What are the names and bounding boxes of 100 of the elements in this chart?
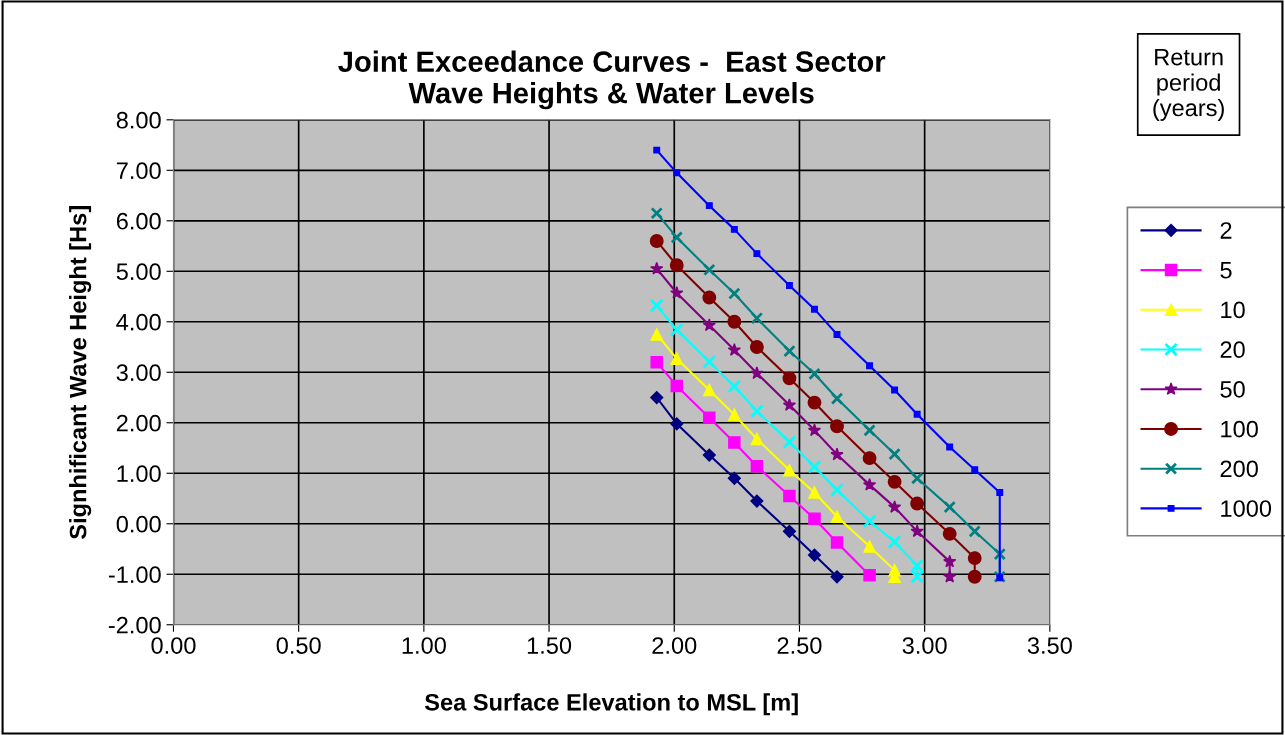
point — [782, 398, 797, 411]
point — [703, 411, 716, 424]
legend-title: Return period (years) — [1153, 48, 1224, 121]
y-tick-label: -2.00 — [108, 616, 161, 634]
point — [913, 410, 921, 418]
point — [785, 281, 793, 289]
point — [728, 436, 741, 449]
point — [887, 474, 902, 489]
point — [782, 524, 797, 538]
legend-label: 200 — [1220, 460, 1258, 478]
point — [862, 514, 877, 529]
point — [727, 379, 742, 394]
y-tick-label: 2.00 — [116, 414, 161, 432]
point — [783, 489, 796, 503]
point — [649, 234, 664, 248]
point — [971, 466, 979, 474]
point — [808, 486, 821, 499]
point — [650, 390, 664, 405]
point — [750, 432, 764, 446]
point — [807, 423, 822, 437]
point — [830, 536, 844, 549]
point — [750, 459, 764, 473]
point — [783, 344, 796, 358]
point — [863, 540, 876, 553]
point — [830, 447, 844, 461]
point — [650, 261, 664, 275]
point — [808, 512, 821, 525]
point — [862, 451, 877, 466]
point — [833, 330, 841, 338]
point — [750, 366, 764, 380]
point — [943, 554, 957, 568]
y-tick-label: 3.00 — [116, 364, 161, 382]
y-tick-label: 1.00 — [117, 465, 161, 483]
point — [910, 496, 925, 511]
point — [887, 500, 902, 513]
point — [702, 448, 716, 462]
point — [673, 169, 681, 177]
x-tick-label: 2.00 — [652, 637, 697, 654]
point — [702, 290, 717, 305]
x-tick-label: 3.00 — [902, 637, 947, 654]
chart-title: Joint Exceedance Curves - East Sector Wave Heights & Water Levels — [338, 50, 886, 110]
point — [910, 558, 925, 573]
point — [727, 471, 741, 485]
point — [811, 305, 818, 313]
x-tick-label: 0.00 — [151, 637, 196, 654]
point — [782, 371, 797, 386]
y-tick-label: -1.00 — [108, 566, 161, 584]
point — [650, 328, 663, 341]
point — [967, 569, 982, 584]
legend-label: 5 — [1220, 262, 1232, 279]
x-tick-label: 2.50 — [777, 637, 822, 654]
legend-label: 50 — [1220, 381, 1245, 398]
point — [649, 298, 664, 313]
y-tick-label: 5.00 — [116, 263, 161, 281]
point — [967, 551, 982, 566]
point — [753, 250, 761, 258]
x-tick-label: 0.50 — [276, 637, 321, 654]
point — [749, 340, 764, 354]
legend-label: 2 — [1220, 222, 1232, 239]
point — [946, 443, 954, 451]
point — [996, 574, 1004, 582]
y-tick-label: 4.00 — [116, 313, 161, 331]
point — [993, 570, 1007, 584]
point — [910, 569, 925, 584]
point — [888, 447, 901, 461]
point — [702, 318, 716, 332]
point — [891, 386, 899, 394]
point — [669, 258, 684, 273]
legend-label: 100 — [1221, 420, 1258, 438]
point — [863, 569, 876, 582]
point — [750, 494, 764, 508]
legend-label: 1000 — [1221, 500, 1272, 517]
point — [942, 526, 957, 541]
point — [728, 408, 741, 421]
point — [670, 352, 684, 365]
point — [887, 534, 902, 549]
point — [670, 417, 684, 431]
point — [866, 362, 874, 370]
point — [705, 202, 713, 210]
x-tick-label: 3.50 — [1027, 637, 1072, 654]
point — [703, 263, 716, 277]
point — [943, 500, 956, 514]
x-tick-label: 1.00 — [402, 637, 446, 654]
point — [670, 231, 684, 244]
point — [830, 510, 844, 523]
point — [727, 314, 742, 329]
point — [670, 286, 684, 299]
point — [943, 569, 957, 583]
legend-label: 10 — [1221, 301, 1245, 319]
point — [910, 472, 924, 485]
point — [807, 548, 822, 562]
y-tick-label: 7.00 — [116, 162, 161, 180]
point — [807, 395, 822, 410]
y-tick-label: 0.00 — [116, 515, 161, 533]
point — [830, 482, 844, 497]
point — [996, 488, 1004, 496]
y-tick-label: 6.00 — [116, 212, 161, 230]
point — [669, 322, 684, 337]
point — [670, 379, 684, 393]
y-tick-label: 8.00 — [116, 111, 161, 129]
